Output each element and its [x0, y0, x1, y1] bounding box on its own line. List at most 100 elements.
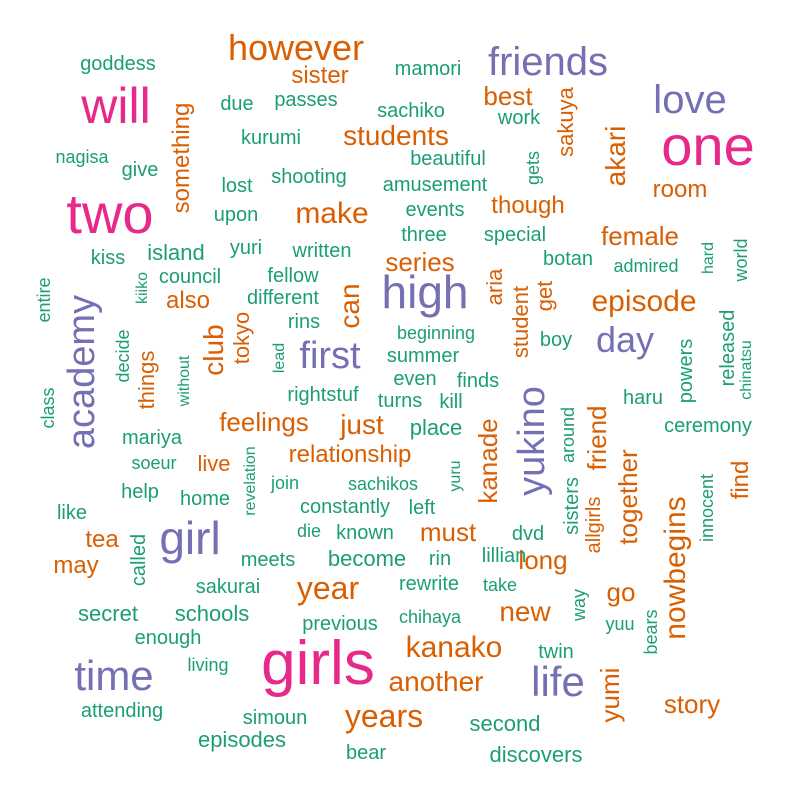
word-feelings: feelings: [219, 407, 309, 437]
word-one: one: [661, 114, 755, 177]
word-girl: girl: [159, 512, 221, 564]
word-academy: academy: [61, 294, 103, 450]
word-powers: powers: [675, 338, 697, 404]
word-meets: meets: [240, 549, 296, 571]
word-find: find: [727, 460, 754, 500]
word-hard: hard: [700, 241, 717, 275]
word-yukino: yukino: [511, 386, 553, 496]
word-sachikos: sachikos: [347, 474, 419, 494]
word-day: day: [595, 319, 655, 360]
word-twin: twin: [538, 641, 574, 663]
word-world: world: [731, 238, 751, 282]
word-island: island: [147, 240, 205, 265]
word-simoun: simoun: [242, 707, 308, 729]
word-aria: aria: [482, 268, 507, 306]
word-two: two: [66, 182, 154, 245]
word-time: time: [74, 652, 154, 699]
word-series: series: [385, 247, 455, 277]
word-take: take: [482, 575, 518, 595]
word-tea: tea: [85, 526, 119, 553]
word-give: give: [121, 159, 159, 181]
word-summer: summer: [386, 345, 460, 367]
word-discovers: discovers: [489, 742, 583, 767]
word-innocent: innocent: [697, 473, 717, 543]
word-shooting: shooting: [271, 166, 347, 188]
word-yuri: yuri: [229, 237, 263, 259]
word-decide: decide: [113, 329, 133, 383]
word-entire: entire: [34, 277, 54, 323]
word-together: together: [613, 449, 643, 545]
word-new: new: [499, 596, 551, 627]
word-get: get: [532, 280, 557, 312]
word-yuru: yuru: [447, 460, 464, 492]
word-lead: lead: [271, 342, 288, 374]
word-help: help: [121, 481, 159, 503]
word-sachiko: sachiko: [377, 100, 445, 122]
word-become: become: [327, 546, 407, 571]
word-called: called: [128, 533, 150, 587]
word-allgirls: allgirls: [583, 496, 605, 554]
word-kiiko: kiiko: [134, 271, 151, 305]
word-boy: boy: [539, 329, 573, 351]
word-sakuya: sakuya: [553, 87, 578, 157]
word-even: even: [393, 368, 437, 390]
word-kanade: kanade: [473, 418, 503, 504]
word-goddess: goddess: [80, 53, 156, 75]
word-must: must: [419, 517, 477, 547]
word-episode: episode: [591, 285, 697, 318]
word-sisters: sisters: [561, 477, 583, 535]
word-though: though: [491, 192, 565, 219]
word-constantly: constantly: [299, 496, 391, 518]
word-nowbegins: nowbegins: [659, 496, 692, 640]
word-akari: akari: [600, 125, 631, 187]
word-without: without: [176, 355, 193, 407]
word-like: like: [56, 502, 88, 524]
word-known: known: [336, 522, 394, 544]
word-bear: bear: [345, 742, 387, 764]
word-first: first: [299, 335, 361, 377]
word-mamori: mamori: [394, 58, 462, 80]
word-upon: upon: [213, 204, 259, 226]
word-yumi: yumi: [595, 667, 625, 723]
word-go: go: [606, 577, 636, 607]
word-special: special: [483, 224, 547, 246]
word-revelation: revelation: [242, 446, 259, 516]
word-club: club: [198, 324, 229, 376]
word-year: year: [296, 570, 360, 606]
word-something: something: [168, 102, 195, 214]
word-events: events: [405, 199, 465, 221]
word-place: place: [409, 415, 463, 440]
word-student: student: [508, 285, 533, 359]
word-kurumi: kurumi: [240, 127, 302, 149]
word-schools: schools: [174, 601, 250, 626]
word-friends: friends: [487, 40, 609, 84]
word-left: left: [408, 497, 436, 519]
word-gets: gets: [523, 150, 543, 186]
word-years: years: [344, 698, 424, 734]
word-female: female: [600, 221, 680, 251]
word-room: room: [652, 176, 708, 203]
word-written: written: [292, 240, 352, 262]
word-bears: bears: [641, 609, 661, 655]
word-beautiful: beautiful: [410, 148, 486, 170]
word-join: join: [270, 473, 300, 493]
word-episodes: episodes: [197, 727, 287, 752]
word-mariya: mariya: [121, 427, 183, 449]
word-high: high: [381, 266, 469, 318]
word-kanako: kanako: [405, 631, 503, 664]
word-three: three: [401, 224, 447, 246]
word-class: class: [38, 387, 58, 429]
word-also: also: [165, 287, 211, 314]
word-may: may: [53, 552, 99, 579]
word-due: due: [220, 93, 254, 115]
word-haru: haru: [622, 387, 664, 409]
word-dvd: dvd: [511, 523, 545, 545]
word-different: different: [247, 287, 319, 309]
word-second: second: [469, 711, 541, 736]
word-around: around: [558, 406, 578, 464]
word-however: however: [227, 27, 365, 68]
word-lost: lost: [221, 175, 253, 197]
word-passes: passes: [274, 89, 338, 111]
word-friend: friend: [582, 405, 612, 471]
word-finds: finds: [456, 370, 500, 392]
